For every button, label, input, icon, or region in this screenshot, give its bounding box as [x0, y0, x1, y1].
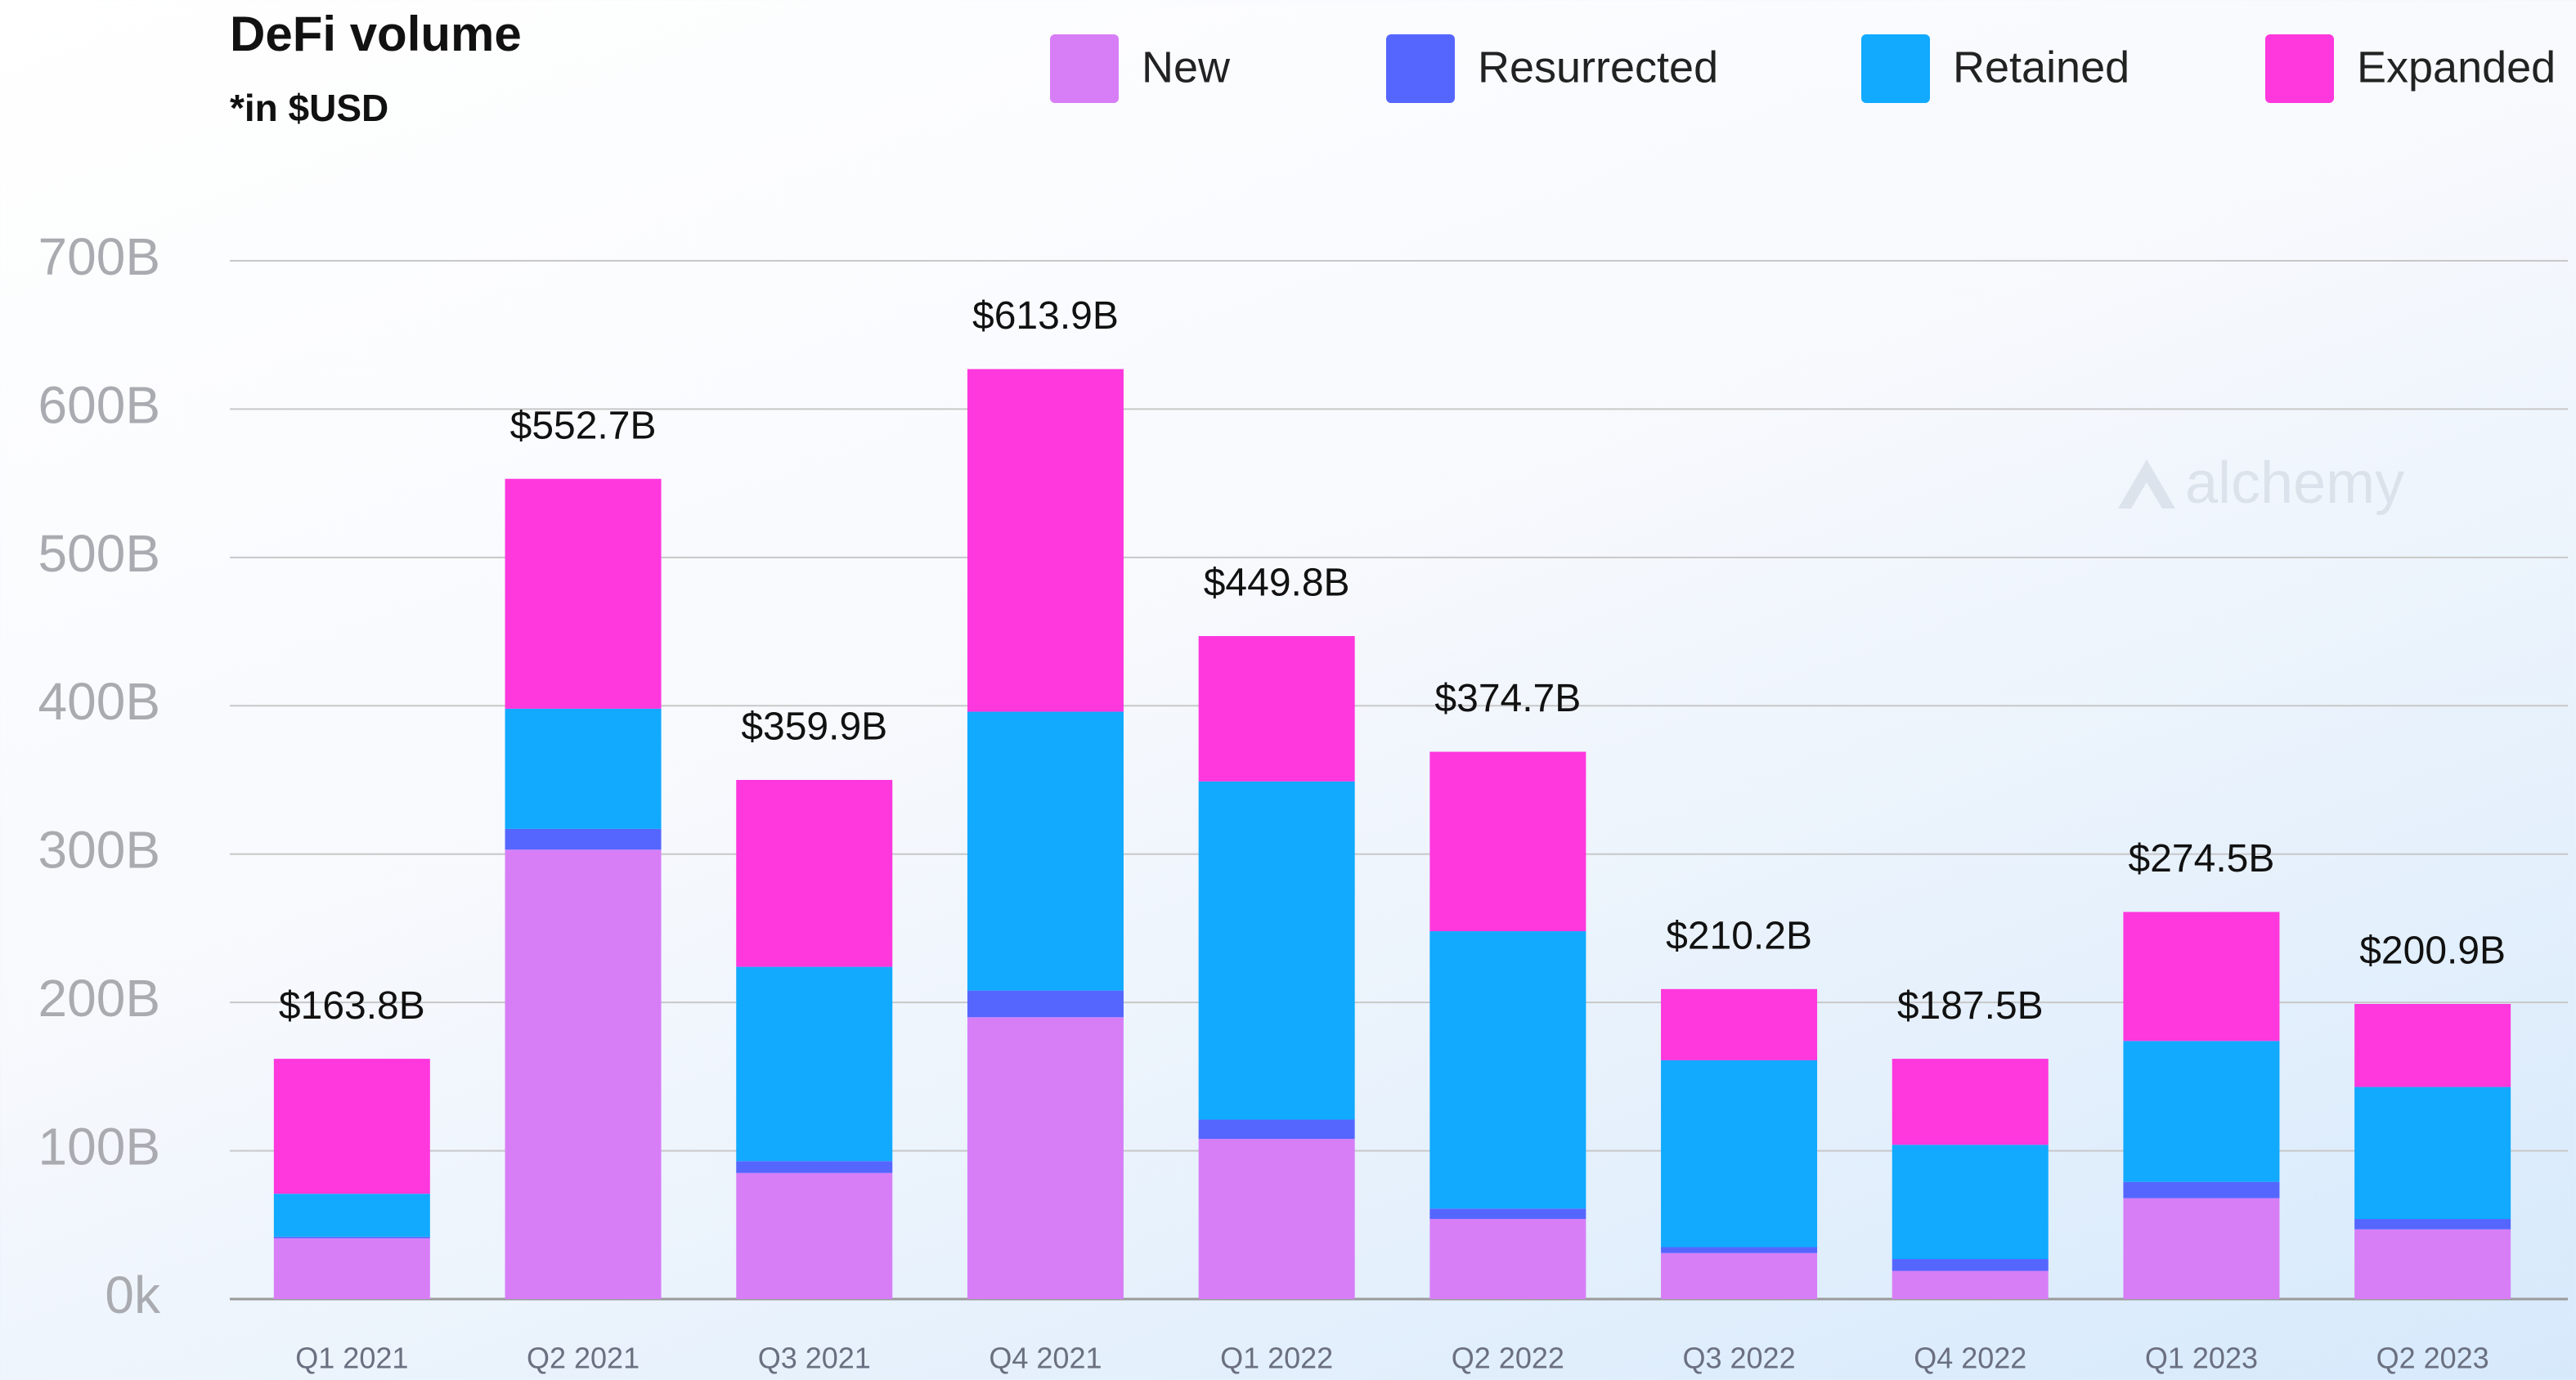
bar-segment: [273, 1236, 430, 1239]
total-label: $163.8B: [279, 984, 425, 1028]
bar-segment: [1661, 1252, 1818, 1299]
total-label: $274.5B: [2129, 837, 2275, 880]
bar-segment: [967, 369, 1124, 712]
watermark-logo: [2118, 459, 2175, 509]
watermark: alchemy: [2118, 450, 2404, 516]
bar-segment: [2123, 1181, 2280, 1199]
bar-segment: [505, 849, 662, 1299]
bar-segment: [1198, 1119, 1355, 1140]
bar-segment: [1892, 1270, 2049, 1299]
bar-segment: [1892, 1259, 2049, 1271]
bar-segment: [967, 990, 1124, 1018]
x-tick-label: Q2 2022: [1452, 1342, 1564, 1375]
legend-swatch: [1861, 34, 1930, 103]
bar-segment: [505, 828, 662, 850]
bar-segment: [736, 1172, 893, 1299]
bar-segment: [273, 1059, 430, 1194]
legend-swatch: [1050, 34, 1119, 103]
x-tick-label: Q2 2023: [2376, 1342, 2489, 1375]
bar-segment: [2354, 1087, 2511, 1220]
bar-segment: [2123, 912, 2280, 1042]
legend-label: Resurrected: [1478, 43, 1718, 92]
total-label: $374.7B: [1434, 677, 1581, 720]
total-label: $449.8B: [1204, 562, 1350, 605]
x-tick-label: Q1 2022: [1220, 1342, 1333, 1375]
total-label: $613.9B: [972, 294, 1119, 338]
legend-swatch: [2265, 34, 2334, 103]
y-tick-label: 400B: [38, 672, 160, 731]
bar-segment: [1892, 1145, 2049, 1260]
bar-segment: [2354, 1003, 2511, 1087]
y-tick-label: 200B: [38, 969, 160, 1028]
bar-segment: [2354, 1219, 2511, 1230]
bar-segment: [1429, 931, 1586, 1209]
bar-segment: [1892, 1059, 2049, 1145]
chart-subtitle: *in $USD: [230, 87, 388, 129]
x-tick-label: Q3 2022: [1682, 1342, 1795, 1375]
bar-segment: [1661, 1247, 1818, 1253]
bar-segment: [1198, 636, 1355, 782]
chart-title: DeFi volume: [230, 7, 522, 61]
bar-segment: [273, 1194, 430, 1237]
bar-segment: [967, 711, 1124, 991]
y-tick-label: 700B: [38, 227, 160, 286]
bar-segment: [2123, 1198, 2280, 1299]
total-label: $359.9B: [741, 706, 887, 749]
x-tick-label: Q1 2023: [2145, 1342, 2258, 1375]
bar-segment: [1198, 781, 1355, 1120]
bar-segment: [273, 1238, 430, 1299]
x-tick-label: Q4 2021: [989, 1342, 1102, 1375]
bar-segment: [505, 478, 662, 709]
total-label: $187.5B: [1897, 984, 2044, 1028]
bar-segment: [736, 780, 893, 967]
bar-segment: [1429, 1219, 1586, 1299]
bar-segment: [736, 966, 893, 1162]
bar-segment: [2123, 1041, 2280, 1182]
y-tick-label: 300B: [38, 821, 160, 880]
bar-segment: [2354, 1229, 2511, 1299]
bar-segment: [1661, 988, 1818, 1060]
bar-segment: [1429, 1208, 1586, 1220]
total-label: $210.2B: [1666, 914, 1812, 957]
x-tick-label: Q2 2021: [527, 1342, 640, 1375]
x-tick-label: Q3 2021: [758, 1342, 871, 1375]
x-tick-label: Q4 2022: [1914, 1342, 2026, 1375]
y-tick-label: 0k: [105, 1266, 161, 1324]
legend-label: New: [1142, 43, 1231, 92]
legend-label: Retained: [1953, 43, 2129, 92]
watermark-text: alchemy: [2185, 450, 2404, 516]
x-tick-label: Q1 2021: [295, 1342, 408, 1375]
total-label: $200.9B: [2359, 930, 2506, 973]
bar-segment: [736, 1161, 893, 1173]
bar-segment: [1198, 1139, 1355, 1299]
legend-label: Expanded: [2357, 43, 2556, 92]
legend-swatch: [1386, 34, 1455, 103]
bar-segment: [967, 1017, 1124, 1299]
bar-segment: [1429, 751, 1586, 932]
y-tick-label: 100B: [38, 1117, 160, 1176]
total-label: $552.7B: [510, 404, 657, 447]
y-tick-label: 600B: [38, 375, 160, 434]
bar-segment: [1661, 1060, 1818, 1248]
y-tick-label: 500B: [38, 524, 160, 583]
bar-segment: [505, 708, 662, 829]
